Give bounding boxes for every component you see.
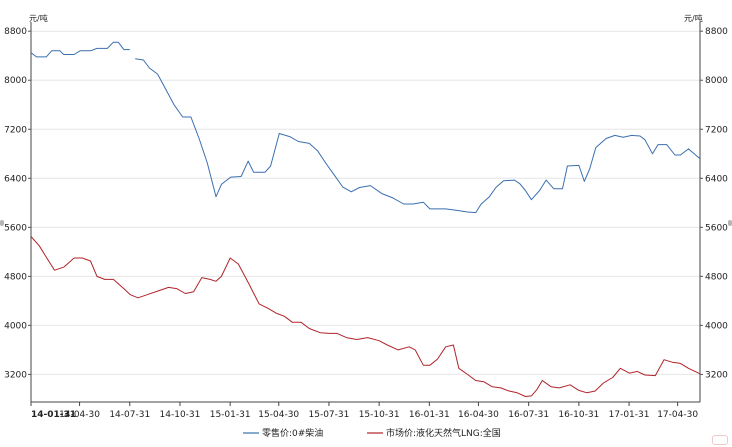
y-tick-label: 8000 <box>705 76 728 86</box>
x-tick-label: 15-07-31 <box>309 410 350 420</box>
series-line <box>30 236 701 397</box>
series-line <box>30 41 701 214</box>
x-tick-label: 14-10-31 <box>160 410 201 420</box>
legend-label: 市场价:液化天然气LNG:全国 <box>386 427 501 439</box>
y-tick-label: 7200 <box>705 125 728 135</box>
x-tick-label: 16-01-31 <box>409 410 450 420</box>
x-tick-label: 14-07-31 <box>109 410 150 420</box>
y-tick-label: 4000 <box>4 321 27 331</box>
chart-legend: 零售价:0#柴油 市场价:液化天然气LNG:全国 <box>243 427 501 439</box>
y-tick-label: 7200 <box>4 125 27 135</box>
x-tick-label: 15-01-31 <box>210 410 251 420</box>
y-tick-label: 8000 <box>4 76 27 86</box>
left-y-axis-ticks: 3200 4000 4800 5600 6400 7200 8000 8800 <box>4 27 31 380</box>
x-tick-label: 16-10-31 <box>558 410 599 420</box>
legend-label: 零售价:0#柴油 <box>262 427 323 439</box>
y-tick-label: 8800 <box>4 27 27 37</box>
series-diesel-retail-price <box>30 41 701 214</box>
x-tick-label: 14-01-31 <box>31 410 76 420</box>
series-lng-market-price <box>30 236 701 397</box>
y-tick-label: 3200 <box>4 370 27 380</box>
x-tick-label: 15-04-30 <box>258 410 299 420</box>
right-y-axis-ticks: 3200 4000 4800 5600 6400 7200 8000 8800 <box>700 27 728 380</box>
y-tick-label: 6400 <box>705 174 728 184</box>
y-tick-label: 6400 <box>4 174 27 184</box>
right-scroll-handle[interactable] <box>728 220 732 226</box>
y-tick-label: 3200 <box>705 370 728 380</box>
x-tick-label: 16-07-31 <box>508 410 549 420</box>
y-tick-label: 5600 <box>4 223 27 233</box>
y-tick-label: 4800 <box>4 272 27 282</box>
x-tick-label: 16-04-30 <box>458 410 499 420</box>
x-tick-label: 14-04-30 <box>59 410 100 420</box>
x-tick-label: 15-10-31 <box>359 410 400 420</box>
y-tick-label: 8800 <box>705 27 728 37</box>
legend-item: 零售价:0#柴油 <box>243 427 323 439</box>
watermark-logo <box>712 435 728 445</box>
x-tick-label: 17-01-31 <box>609 410 650 420</box>
y-tick-label: 4800 <box>705 272 728 282</box>
legend-item: 市场价:液化天然气LNG:全国 <box>367 427 501 439</box>
x-tick-label: 17-04-30 <box>657 410 698 420</box>
chart-gridlines <box>31 30 700 375</box>
left-scroll-handle[interactable] <box>0 220 4 226</box>
right-axis-unit-label: 元/吨 <box>684 13 703 23</box>
chart-axes <box>30 22 701 403</box>
y-tick-label: 4000 <box>705 321 728 331</box>
left-axis-unit-label: 元/吨 <box>29 13 48 23</box>
chart-series <box>30 41 701 397</box>
y-tick-label: 5600 <box>705 223 728 233</box>
